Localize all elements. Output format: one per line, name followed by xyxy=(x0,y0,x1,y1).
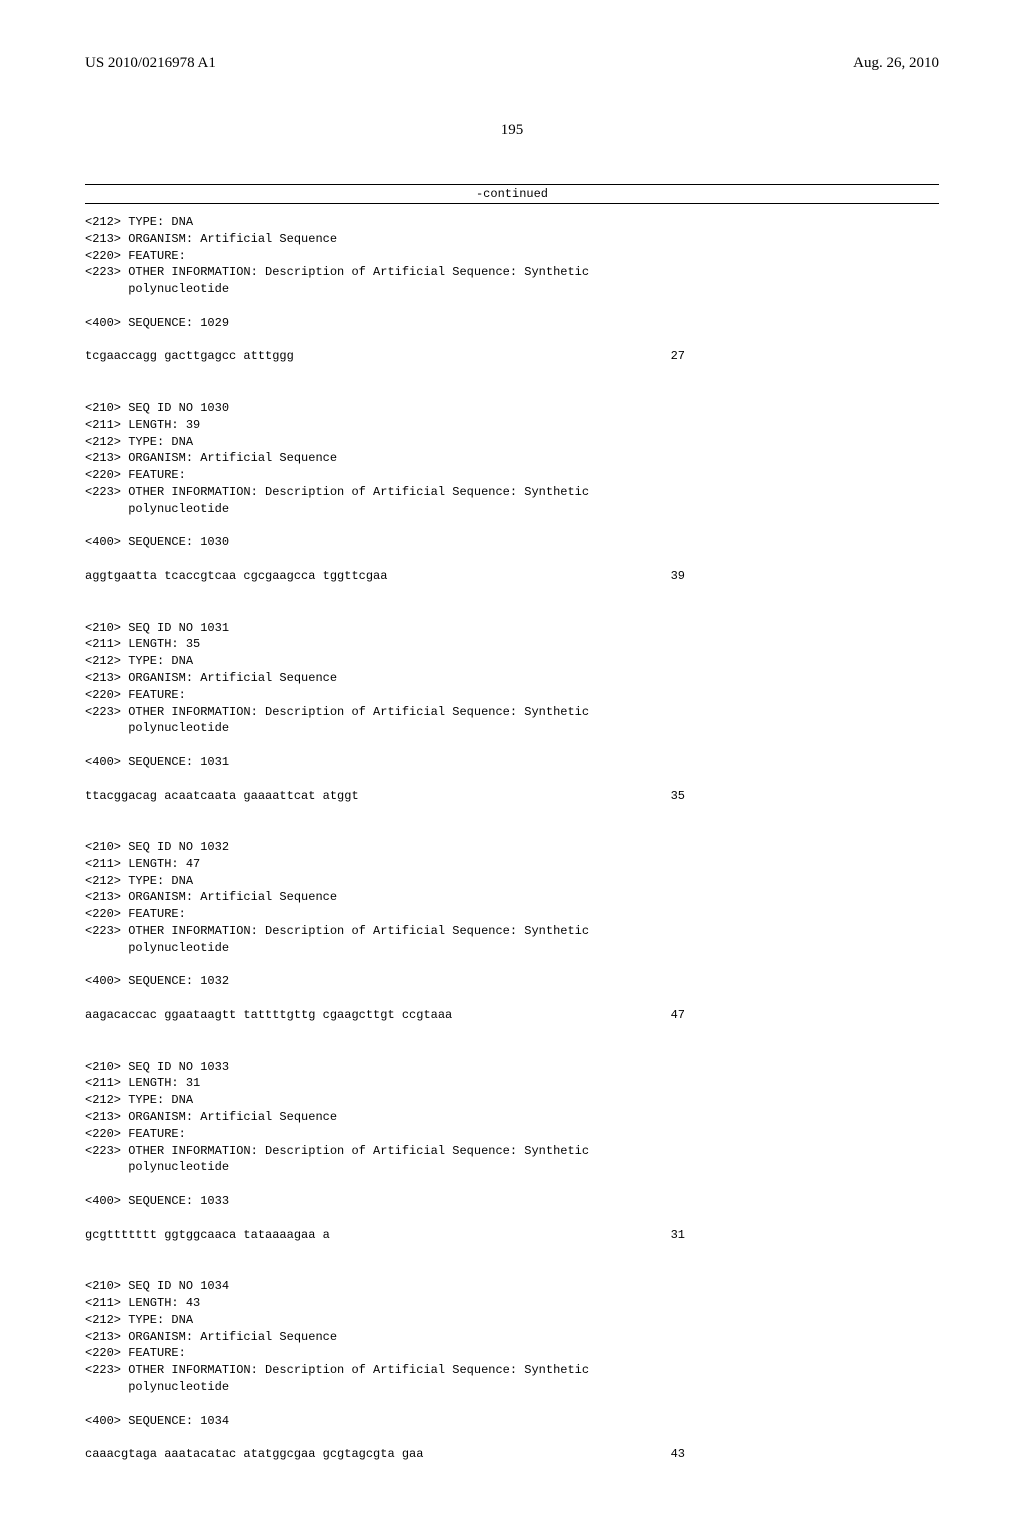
sequence-block: <210> SEQ ID NO 1034 <211> LENGTH: 43 <2… xyxy=(85,1278,939,1463)
sequence-residues: aggtgaatta tcaccgtcaa cgcgaagcca tggttcg… xyxy=(85,568,387,585)
sequence-line: caaacgtaga aaatacatac atatggcgaa gcgtagc… xyxy=(85,1446,685,1463)
sequence-residues: caaacgtaga aaatacatac atatggcgaa gcgtagc… xyxy=(85,1446,423,1463)
sequence-length: 43 xyxy=(671,1446,685,1463)
sequence-residues: tcgaaccagg gacttgagcc atttggg xyxy=(85,348,294,365)
publication-number: US 2010/0216978 A1 xyxy=(85,55,216,72)
sequence-meta: <212> TYPE: DNA <213> ORGANISM: Artifici… xyxy=(85,214,939,332)
sequence-length: 47 xyxy=(671,1007,685,1024)
sequence-meta: <210> SEQ ID NO 1034 <211> LENGTH: 43 <2… xyxy=(85,1278,939,1429)
sequence-length: 31 xyxy=(671,1227,685,1244)
sequence-line: tcgaaccagg gacttgagcc atttggg 27 xyxy=(85,348,685,365)
page-header: US 2010/0216978 A1 Aug. 26, 2010 xyxy=(85,55,939,72)
publication-date: Aug. 26, 2010 xyxy=(853,55,939,72)
rule-top xyxy=(85,184,939,185)
sequence-residues: aagacaccac ggaataagtt tattttgttg cgaagct… xyxy=(85,1007,452,1024)
sequence-block: <212> TYPE: DNA <213> ORGANISM: Artifici… xyxy=(85,214,939,365)
sequence-line: aggtgaatta tcaccgtcaa cgcgaagcca tggttcg… xyxy=(85,568,685,585)
sequence-length: 35 xyxy=(671,788,685,805)
sequence-block: <210> SEQ ID NO 1030 <211> LENGTH: 39 <2… xyxy=(85,400,939,585)
sequence-block: <210> SEQ ID NO 1033 <211> LENGTH: 31 <2… xyxy=(85,1059,939,1244)
sequence-line: gcgttttttt ggtggcaaca tataaaagaa a 31 xyxy=(85,1227,685,1244)
continued-label: -continued xyxy=(85,187,939,201)
page-number: 195 xyxy=(85,122,939,139)
sequence-line: ttacggacag acaatcaata gaaaattcat atggt 35 xyxy=(85,788,685,805)
rule-under-continued xyxy=(85,203,939,204)
sequence-block: <210> SEQ ID NO 1031 <211> LENGTH: 35 <2… xyxy=(85,620,939,805)
sequence-listing: <212> TYPE: DNA <213> ORGANISM: Artifici… xyxy=(85,214,939,1463)
sequence-block: <210> SEQ ID NO 1032 <211> LENGTH: 47 <2… xyxy=(85,839,939,1024)
sequence-residues: ttacggacag acaatcaata gaaaattcat atggt xyxy=(85,788,359,805)
sequence-meta: <210> SEQ ID NO 1032 <211> LENGTH: 47 <2… xyxy=(85,839,939,990)
sequence-line: aagacaccac ggaataagtt tattttgttg cgaagct… xyxy=(85,1007,685,1024)
sequence-length: 27 xyxy=(671,348,685,365)
sequence-residues: gcgttttttt ggtggcaaca tataaaagaa a xyxy=(85,1227,330,1244)
sequence-meta: <210> SEQ ID NO 1030 <211> LENGTH: 39 <2… xyxy=(85,400,939,551)
sequence-meta: <210> SEQ ID NO 1031 <211> LENGTH: 35 <2… xyxy=(85,620,939,771)
sequence-meta: <210> SEQ ID NO 1033 <211> LENGTH: 31 <2… xyxy=(85,1059,939,1210)
sequence-length: 39 xyxy=(671,568,685,585)
